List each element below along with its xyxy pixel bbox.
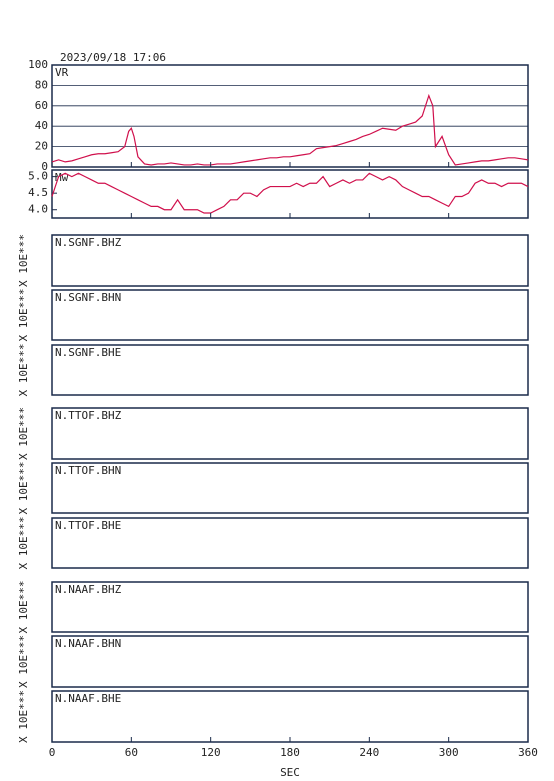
panel-frame [51, 289, 529, 341]
panel-label: N.TTOF.BHE [55, 519, 121, 532]
panel-label: N.SGNF.BHN [55, 291, 121, 304]
panel-label: VR [55, 66, 69, 79]
panel-frame [51, 169, 529, 219]
panel-frame [51, 517, 529, 569]
panel-label: N.NAAF.BHZ [55, 583, 122, 596]
panel-frame [51, 234, 529, 287]
y-tick-label: 4.0 [28, 203, 48, 216]
panel-label: N.SGNF.BHE [55, 346, 121, 359]
y-axis-label: X 10E*** [17, 581, 30, 634]
y-axis-label: X 10E*** [17, 635, 30, 688]
x-axis-label: SEC [280, 766, 300, 779]
panel-label: N.NAAF.BHN [55, 637, 121, 650]
panel-frame [51, 407, 529, 460]
panel-frame [51, 690, 529, 743]
y-axis-label: X 10E*** [17, 234, 30, 287]
x-tick-label: 120 [201, 746, 221, 759]
panel-label: N.TTOF.BHN [55, 464, 121, 477]
y-axis-label: X 10E*** [17, 407, 30, 460]
x-tick-label: 360 [518, 746, 538, 759]
y-axis-label: X 10E*** [17, 462, 30, 515]
panel-label: N.SGNF.BHZ [55, 236, 122, 249]
panel-label: N.NAAF.BHE [55, 692, 121, 705]
y-tick-label: 0 [41, 160, 48, 173]
y-axis-label: X 10E*** [17, 289, 30, 342]
y-axis-label: X 10E*** [17, 517, 30, 570]
series-line [51, 172, 529, 214]
panel-frame [51, 635, 529, 688]
panel-frame [51, 581, 529, 633]
panel-frame [51, 344, 529, 396]
y-tick-label: 4.5 [28, 186, 48, 199]
y-tick-label: 20 [35, 140, 48, 153]
y-tick-label: 40 [35, 119, 48, 132]
panel-label: N.TTOF.BHZ [55, 409, 122, 422]
x-tick-label: 0 [49, 746, 56, 759]
x-tick-label: 240 [359, 746, 379, 759]
chart-title: 2023/09/18 17:06 [60, 51, 166, 64]
y-tick-label: 5.0 [28, 170, 48, 183]
y-tick-label: 80 [35, 78, 48, 91]
panel-frame [51, 64, 529, 168]
y-tick-label: 100 [28, 58, 48, 71]
panel-frame [51, 462, 529, 514]
y-axis-label: X 10E*** [17, 690, 30, 743]
x-tick-label: 60 [125, 746, 138, 759]
y-axis-label: X 10E*** [17, 344, 30, 397]
x-tick-label: 180 [280, 746, 300, 759]
series-line [51, 93, 529, 166]
panel-label: Mw [55, 171, 69, 184]
y-tick-label: 60 [35, 99, 48, 112]
x-tick-label: 300 [439, 746, 459, 759]
